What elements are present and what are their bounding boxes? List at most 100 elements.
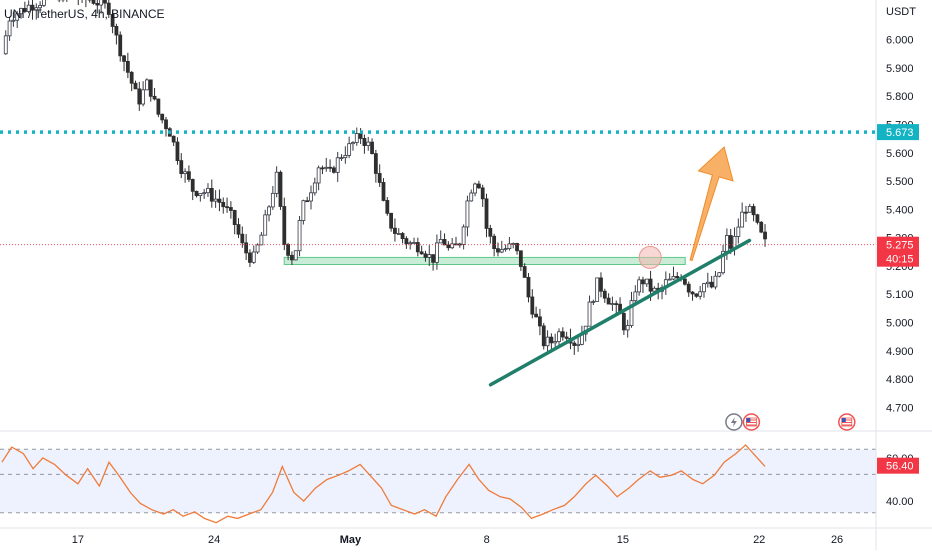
candle-body <box>336 158 339 173</box>
candle-body <box>573 343 576 345</box>
rsi-badge-label: 56.40 <box>886 461 914 473</box>
candle-body <box>260 235 263 245</box>
candle-body <box>699 292 702 296</box>
candle-body <box>271 193 274 207</box>
chart-title: UNI / TetherUS, 4h, BINANCE <box>4 7 165 21</box>
resistance-badge-label: 5.673 <box>886 127 914 139</box>
candle-body <box>676 276 679 277</box>
candle-body <box>142 90 145 104</box>
support-zone <box>284 257 685 264</box>
candle-body <box>718 273 721 277</box>
resistance-badge: 5.673 <box>877 124 919 140</box>
candle-body <box>359 134 362 139</box>
us-flag-icon <box>839 414 855 430</box>
candle-body <box>729 235 732 248</box>
candle-body <box>489 228 492 236</box>
candle-body <box>607 298 610 304</box>
candle-body <box>744 212 747 213</box>
candle-body <box>226 207 229 208</box>
time-tick: 24 <box>208 534 220 546</box>
candle-body <box>363 138 366 145</box>
candle-body <box>592 301 595 302</box>
candle-body <box>420 252 423 254</box>
candle-body <box>134 83 137 89</box>
candle-body <box>115 26 118 35</box>
us-flag-icon <box>743 414 759 430</box>
candle-body <box>428 255 431 258</box>
candle-body <box>233 210 236 224</box>
candle-body <box>149 80 152 96</box>
candle-body <box>710 282 713 287</box>
candle-body <box>138 89 141 104</box>
price-tick: 5.000 <box>886 318 914 330</box>
candle-body <box>355 134 358 143</box>
flag-canton <box>746 418 750 422</box>
candle-body <box>462 227 465 245</box>
candle-body <box>214 199 217 201</box>
candle-body <box>390 213 393 228</box>
candle-body <box>283 206 286 244</box>
candle-body <box>176 142 179 161</box>
candle-body <box>119 35 122 56</box>
candle-body <box>397 233 400 234</box>
candle-body <box>615 304 618 305</box>
candle-body <box>306 201 309 202</box>
candle-body <box>294 251 297 260</box>
candle-body <box>538 317 541 326</box>
candle-body <box>550 337 553 343</box>
candle-body <box>371 142 374 154</box>
price-badge-value: 5.275 <box>886 240 914 252</box>
candle-body <box>622 313 625 330</box>
price-tick: 5.100 <box>886 289 914 301</box>
candle-body <box>493 236 496 248</box>
time-tick: 8 <box>484 534 490 546</box>
candle-body <box>481 188 484 199</box>
candle-body <box>626 326 629 330</box>
candle-body <box>748 206 751 212</box>
candle-body <box>611 304 614 305</box>
price-tick: 4.700 <box>886 402 914 414</box>
price-badge-countdown: 40:15 <box>886 254 914 266</box>
candle-body <box>531 297 534 314</box>
rsi-band <box>0 449 876 512</box>
candle-body <box>123 56 126 62</box>
candle-body <box>130 72 133 83</box>
candle-body <box>210 188 213 201</box>
candle-body <box>203 193 206 194</box>
price-tick: 6.000 <box>886 35 914 47</box>
candle-body <box>145 80 148 90</box>
candle-body <box>741 212 744 227</box>
candle-body <box>161 114 164 120</box>
lightning-icon <box>726 414 742 430</box>
candle-body <box>165 120 168 129</box>
candle-body <box>554 342 557 343</box>
time-tick: May <box>340 534 362 546</box>
candle-body <box>500 249 503 252</box>
candle-body <box>290 255 293 260</box>
price-tick: 5.500 <box>886 176 914 188</box>
candle-body <box>485 199 488 229</box>
candle-body <box>103 0 106 3</box>
candle-body <box>687 284 690 292</box>
candle-body <box>268 207 271 215</box>
candle-body <box>405 239 408 244</box>
candle-body <box>416 243 419 252</box>
price-tick: 5.900 <box>886 63 914 75</box>
candle-body <box>424 254 427 258</box>
candle-body <box>199 194 202 196</box>
candle-body <box>157 99 160 114</box>
time-tick: 15 <box>617 534 629 546</box>
candle-body <box>764 232 767 239</box>
price-tick: 5.600 <box>886 148 914 160</box>
candle-body <box>206 188 209 192</box>
candle-body <box>737 227 740 236</box>
candle-body <box>561 332 564 337</box>
flag-canton <box>842 418 846 422</box>
candle-body <box>382 182 385 200</box>
candle-body <box>367 142 370 145</box>
candle-body <box>184 172 187 174</box>
